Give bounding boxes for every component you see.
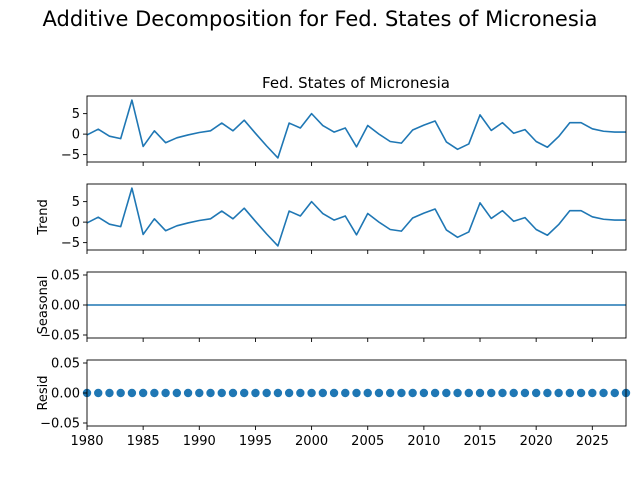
x-tick-label: 1990 xyxy=(183,434,216,449)
y-tick-label: 0.05 xyxy=(51,357,80,372)
resid-point xyxy=(116,388,125,398)
y-tick-label: 0 xyxy=(72,128,80,143)
panel-1: −5 0 5 xyxy=(61,95,627,166)
y-tick-label: 0.00 xyxy=(51,387,80,402)
resid-point xyxy=(329,388,339,398)
resid-point xyxy=(487,388,496,398)
resid-point xyxy=(273,388,283,398)
series-line-2 xyxy=(86,187,626,247)
resid-point xyxy=(161,388,170,398)
resid-point xyxy=(419,388,429,398)
resid-point xyxy=(138,388,148,398)
resid-point xyxy=(318,388,328,398)
resid-point xyxy=(385,388,395,398)
x-tick-label: 2005 xyxy=(351,434,384,449)
y-tick-label: 0.05 xyxy=(51,269,80,284)
resid-point xyxy=(228,388,238,398)
x-tick-label: 2010 xyxy=(407,434,440,449)
resid-point xyxy=(531,388,541,398)
resid-point xyxy=(397,388,406,398)
panel-2: −5 0 5 Trend xyxy=(36,183,627,254)
y-tick-label: 0.00 xyxy=(51,299,80,314)
y-tick-label: 5 xyxy=(72,107,80,122)
resid-point xyxy=(341,388,350,398)
resid-point xyxy=(251,388,260,398)
resid-point xyxy=(150,388,159,398)
x-tick-label: 2000 xyxy=(295,434,328,449)
resid-point xyxy=(576,388,586,398)
x-tick-label: 1985 xyxy=(127,434,160,449)
resid-point xyxy=(442,388,451,398)
resid-point xyxy=(183,388,193,398)
resid-point xyxy=(610,388,619,398)
x-tick-label: 1995 xyxy=(239,434,272,449)
resid-point xyxy=(206,388,215,398)
panels: −505−505Trend−0.050.000.05Seasonal−0.050… xyxy=(36,95,631,449)
series-line-1 xyxy=(86,99,626,159)
resid-point xyxy=(284,388,294,398)
resid-point xyxy=(363,388,372,398)
resid-point xyxy=(498,388,507,398)
x-tick-label: 2020 xyxy=(520,434,553,449)
y-tick-label: −0.05 xyxy=(40,417,80,432)
resid-point xyxy=(588,388,597,398)
x-tick-label: 2025 xyxy=(576,434,609,449)
resid-point xyxy=(105,388,114,398)
resid-point xyxy=(554,388,563,398)
y-tick-label: −5 xyxy=(61,148,80,163)
y-tick-label: 0 xyxy=(72,216,80,231)
resid-point xyxy=(543,388,552,398)
y-tick-label: −0.05 xyxy=(40,329,80,344)
resid-point xyxy=(509,388,518,398)
resid-point xyxy=(296,388,305,398)
resid-point xyxy=(352,388,361,398)
resid-point xyxy=(475,388,485,398)
resid-point xyxy=(307,388,316,398)
panel-title: Fed. States of Micronesia xyxy=(262,74,450,92)
resid-point xyxy=(240,388,249,398)
panel-4: −0.05 0.00 0.05 1980 1985 1990 1995 2000 2005 201… xyxy=(36,357,631,449)
axes-frame xyxy=(86,183,627,251)
y-axis-label: Resid xyxy=(36,375,51,410)
resid-point xyxy=(565,388,575,398)
resid-point xyxy=(94,388,103,398)
resid-point xyxy=(374,388,384,398)
y-axis-label: Seasonal xyxy=(36,276,51,335)
resid-point xyxy=(464,388,473,398)
x-tick-label: 2015 xyxy=(463,434,496,449)
y-tick-label: 5 xyxy=(72,195,80,210)
y-axis-label: Trend xyxy=(36,199,51,236)
resid-point xyxy=(453,388,462,398)
y-tick-label: −5 xyxy=(61,236,80,251)
resid-point xyxy=(520,388,530,398)
figure-title: Additive Decomposition for Fed. States o… xyxy=(43,7,598,31)
resid-point xyxy=(599,388,608,398)
resid-point xyxy=(172,388,182,398)
x-tick-label: 1980 xyxy=(70,434,103,449)
resid-point xyxy=(127,388,137,398)
axes-frame xyxy=(86,95,627,163)
resid-point xyxy=(430,388,440,398)
resid-point xyxy=(195,388,204,398)
resid-point xyxy=(262,388,271,398)
resid-point xyxy=(217,388,226,398)
resid-point xyxy=(408,388,417,398)
